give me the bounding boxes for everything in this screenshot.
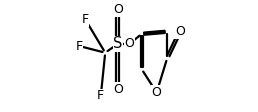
- Text: S: S: [113, 36, 123, 51]
- Text: F: F: [97, 89, 104, 102]
- Text: O: O: [113, 83, 123, 96]
- Text: O: O: [175, 25, 185, 38]
- Text: O: O: [113, 3, 123, 16]
- Text: F: F: [76, 40, 83, 53]
- Text: O: O: [152, 86, 162, 99]
- Text: F: F: [82, 13, 89, 26]
- Text: O: O: [125, 37, 134, 50]
